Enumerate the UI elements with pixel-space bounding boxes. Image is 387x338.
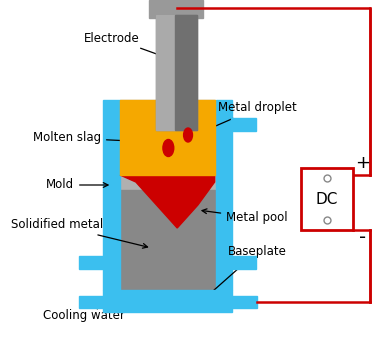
Text: Metal pool: Metal pool [202,209,288,224]
Bar [120,100,215,175]
Bar [79,296,103,308]
Bar [231,118,256,131]
Bar [156,15,175,130]
Ellipse shape [183,128,192,142]
Bar [232,296,257,308]
Bar [231,256,256,269]
Text: Mold: Mold [46,178,108,192]
Text: -: - [359,228,366,247]
Bar [120,100,215,290]
Polygon shape [120,175,215,228]
Text: +: + [355,154,370,172]
Bar [103,100,120,290]
Text: Solidified metal: Solidified metal [11,218,147,248]
Text: Metal droplet: Metal droplet [192,101,296,137]
Bar [120,190,215,290]
Bar [156,15,197,130]
Bar [216,100,232,290]
Ellipse shape [163,140,174,156]
Bar [79,256,103,269]
Bar [175,15,197,130]
Text: Molten slag: Molten slag [33,131,149,145]
Bar [103,290,232,312]
Text: Electrode: Electrode [84,31,170,59]
Text: DC: DC [316,192,338,207]
Text: Cooling water: Cooling water [43,304,125,321]
Bar [301,168,353,230]
Bar [149,0,203,18]
Text: Baseplate: Baseplate [206,245,286,297]
